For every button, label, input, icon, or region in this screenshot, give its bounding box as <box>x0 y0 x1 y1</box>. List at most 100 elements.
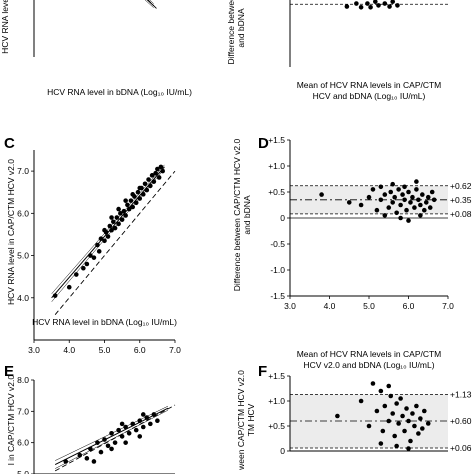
panel-e-data-point <box>140 412 146 417</box>
panel-f-data-point <box>394 401 399 406</box>
panel-b-x-label: Mean of HCV RNA levels in CAP/CTM HCV and… <box>297 80 442 101</box>
panel-e-data-point <box>133 427 139 433</box>
panel-f-data-point <box>374 408 380 414</box>
panel-f-data-point <box>394 443 399 449</box>
panel-c-data-point <box>109 215 114 220</box>
panel-d-x-tick-label: 6.0 <box>403 301 415 311</box>
panel-e-data-point <box>137 418 143 424</box>
panel-c-data-point <box>155 166 160 172</box>
panel-c-data-point <box>111 219 116 225</box>
panel-d-data-point <box>346 200 352 205</box>
panel-f-data-point <box>402 428 407 434</box>
panel-a-ci-upper-line <box>149 0 154 4</box>
panel-e-ci-lower-line <box>55 409 169 469</box>
panel-d-data-point <box>412 205 417 210</box>
panel-b-bland-altman: Mean of HCV RNA levels in CAP/CTM HCV and… <box>226 0 448 101</box>
panel-c-data-point <box>95 242 100 248</box>
panel-f-data-point <box>420 426 425 431</box>
panel-e-data-point <box>102 437 107 442</box>
panel-f-data-point <box>382 403 388 409</box>
panel-f-data-point <box>380 428 386 434</box>
panel-c-data-point <box>148 183 153 189</box>
panel-b-data-point <box>376 3 381 8</box>
panel-d-data-point <box>390 200 396 205</box>
panel-f-data-point <box>410 411 415 416</box>
panel-c-data-point <box>140 192 146 197</box>
panel-c-data-point <box>114 215 120 220</box>
panel-f-data-point <box>408 438 413 444</box>
panel-e-letter: E <box>4 363 14 380</box>
panel-e-y-tick-label: 5.0 <box>17 469 29 474</box>
panel-f-y-label: ween CAP/CTM HCV v2.0TM HCV <box>236 370 256 471</box>
panel-d-data-point <box>398 202 403 208</box>
panel-e-y-tick-label: 8.0 <box>17 375 29 385</box>
panel-d-data-point <box>392 194 397 200</box>
panel-e-data-point <box>88 446 93 452</box>
panel-c-data-point <box>105 234 111 239</box>
panel-c-data-point <box>128 198 134 203</box>
panel-d-y-tick-label: -0.5 <box>270 239 285 249</box>
panel-d-ref-label: +0.35 <box>450 195 472 205</box>
panel-e-data-point <box>84 456 90 461</box>
panel-e-data-point <box>119 421 125 427</box>
panel-d-data-point <box>358 202 364 208</box>
panel-f-data-point <box>378 441 384 446</box>
panel-f-data-point <box>386 418 392 424</box>
panel-f-letter: F <box>258 363 267 380</box>
panel-d-data-point <box>431 197 437 203</box>
panel-c-data-point <box>116 206 121 212</box>
panel-c-data-point <box>116 221 121 227</box>
panel-c-data-point <box>126 206 132 212</box>
panel-e-data-point <box>105 443 111 449</box>
panel-f-data-point <box>406 418 411 424</box>
panel-e-data-point <box>126 430 132 436</box>
panel-c-data-point <box>130 204 135 210</box>
panel-e-y-tick-label: 7.0 <box>17 406 29 416</box>
panel-f-data-point <box>378 388 384 394</box>
panel-d-data-point <box>390 181 396 187</box>
panel-c-y-label-line: HCV RNA level in CAP/CTM HCV v2.0 <box>6 159 16 305</box>
panel-d-data-point <box>366 194 372 200</box>
panel-c-data-point <box>96 249 102 254</box>
panel-d-data-point <box>423 200 429 205</box>
panel-d-data-point <box>386 205 392 210</box>
panel-d-data-point <box>402 197 407 203</box>
panel-d-x-tick-label: 7.0 <box>442 301 454 311</box>
panel-d-y-tick-label: +1.5 <box>268 135 285 145</box>
panel-d-data-point <box>418 213 423 218</box>
panel-f-data-point <box>386 383 392 389</box>
panel-f-data-point <box>412 423 417 429</box>
panel-c-data-point <box>160 168 165 174</box>
panel-d-data-point <box>414 187 419 192</box>
panel-c-data-point <box>119 217 125 222</box>
panel-b-data-point <box>373 0 378 4</box>
panel-d-data-point <box>406 189 411 195</box>
panel-f-data-point <box>392 433 397 439</box>
panel-f-bland-altman: F +1.13 +0.60 +0.06 +1.5 +1.0 +0.5 0 ween CAP/CT… <box>236 363 472 471</box>
panel-e-data-point <box>98 449 104 455</box>
panel-f-y-tick-label: +1.5 <box>268 371 285 381</box>
panel-b-x-label-line: Mean of HCV RNA levels in CAP/CTM <box>297 80 442 90</box>
panel-e-data-point <box>109 446 114 452</box>
panel-d-x-label: Mean of HCV RNA levels in CAP/CTM HCV v2.… <box>297 349 442 370</box>
panel-f-data-point <box>390 411 396 416</box>
panel-c-letter: C <box>4 135 15 152</box>
panel-e-data-point <box>148 421 153 427</box>
panel-d-data-point <box>406 218 411 223</box>
panel-f-y-tick-label: 0 <box>280 446 285 456</box>
panel-c-y-tick-label: 6.0 <box>17 208 29 218</box>
panel-c-x-label: HCV RNA level in bDNA (Log₁₀ IU/mL) <box>32 317 177 327</box>
panel-a-ci-lower-line <box>144 0 154 8</box>
panel-d-data-point <box>416 197 421 203</box>
panel-e-data-point <box>116 427 121 433</box>
panel-c-data-point <box>102 227 107 233</box>
panel-d-letter: D <box>258 135 269 152</box>
panel-d-data-point <box>378 184 384 190</box>
panel-e-identity-line <box>54 404 176 472</box>
panel-d-data-point <box>410 194 415 200</box>
panel-b-x-label-line: HCV and bDNA (Log₁₀ IU/mL) <box>313 91 426 101</box>
panel-d-y-tick-label: -1.0 <box>270 265 285 275</box>
panel-d-data-point <box>402 184 407 190</box>
